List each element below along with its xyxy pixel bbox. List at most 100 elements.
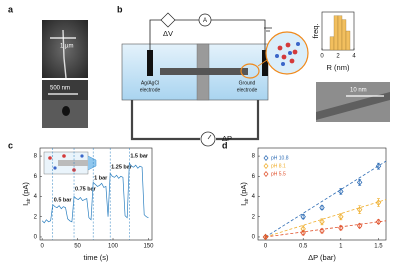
x-tick-label: 1.5 — [374, 244, 383, 250]
nanotube — [160, 68, 248, 75]
legend-label: pH 10.8 — [271, 155, 289, 161]
x-tick-label: 50 — [74, 244, 81, 250]
data-point — [338, 188, 344, 195]
y-axis-label-part: I — [21, 204, 30, 206]
current-trace — [41, 162, 149, 224]
legend-label: pH 5.5 — [271, 171, 286, 177]
y-axis-label-part: (pA) — [21, 182, 30, 197]
pressure-tube — [130, 100, 260, 141]
x-axis-label: ΔP (bar) — [308, 253, 336, 262]
data-point — [300, 213, 306, 220]
ammeter-label: A — [203, 18, 207, 24]
annotation: 1 bar — [94, 175, 108, 181]
legend-marker — [263, 171, 269, 177]
zoom-marker — [240, 63, 260, 79]
plot-frame — [39, 147, 153, 241]
zoom-link — [257, 59, 268, 67]
y-tick-label: 6 — [252, 174, 256, 180]
y-tick-label: 2 — [34, 214, 38, 220]
fit-line — [265, 160, 387, 238]
legend-marker — [263, 163, 269, 169]
data-point — [356, 222, 363, 230]
pore-image — [62, 106, 70, 116]
y-axis-label-part: I — [239, 204, 248, 206]
data-point — [338, 224, 344, 232]
data-point — [262, 233, 269, 241]
ground-symbol — [264, 27, 272, 32]
data-point — [356, 206, 363, 213]
histogram-bar — [345, 30, 351, 51]
x-tick-label: 0 — [264, 244, 268, 250]
y-tick-label: 0 — [34, 235, 38, 241]
x-tick-label: 1 — [339, 244, 343, 250]
histogram-bar — [329, 36, 335, 51]
fit-line — [265, 199, 387, 238]
scale-label: 10 nm — [350, 88, 367, 94]
panel-label: d — [222, 140, 228, 150]
y-tick-label: 0 — [252, 235, 256, 241]
gauge-needle — [207, 134, 212, 140]
zoom-circle — [265, 31, 309, 75]
y-tick-label: 6 — [34, 174, 38, 180]
x-tick-label: 150 — [143, 244, 154, 250]
scale-label: 1 µm — [60, 44, 73, 50]
data-point — [319, 218, 325, 226]
pressure-label: ΔP — [222, 134, 232, 143]
legend-marker — [263, 155, 269, 161]
voltage-source — [160, 12, 176, 28]
x-tick-label: 0 — [40, 244, 44, 250]
electrode-label: electrode — [140, 87, 161, 93]
nanotube-image — [62, 29, 67, 79]
annotation: 0.75 bar — [75, 186, 97, 192]
x-axis-label: R (nm) — [327, 63, 350, 72]
x-tick-label: 0 — [320, 54, 324, 60]
annotation: 0.5 bar — [54, 197, 73, 203]
data-point — [375, 162, 382, 170]
scale-label: 500 nm — [50, 86, 70, 92]
electrode-label: electrode — [237, 87, 258, 93]
data-point — [375, 199, 382, 206]
panel-label: a — [8, 4, 14, 14]
electrode — [262, 50, 268, 76]
data-point — [319, 227, 325, 235]
voltage-label: ΔV — [163, 29, 173, 38]
y-tick-label: 4 — [252, 194, 256, 200]
inset-cartoon — [43, 151, 97, 175]
histogram-bar — [341, 19, 347, 51]
x-axis-label: time (s) — [84, 253, 110, 262]
fit-line — [265, 220, 387, 238]
y-tick-label: 8 — [34, 154, 38, 160]
y-axis-label: freq. — [311, 23, 320, 38]
x-tick-label: 2 — [336, 54, 340, 60]
legend-label: pH 8.1 — [271, 163, 286, 169]
electrode-label: Ground — [239, 80, 256, 86]
data-point — [338, 213, 344, 220]
y-axis-label-part: str — [26, 198, 32, 204]
y-axis-label-part: str — [244, 198, 250, 204]
data-point — [319, 204, 325, 211]
x-tick-label: 0.5 — [299, 244, 308, 250]
y-axis-label-part: (pA) — [239, 182, 248, 197]
plot-frame — [257, 147, 387, 241]
annotation: 1.5 bar — [130, 153, 149, 159]
annotation: 1.25 bar — [111, 164, 133, 170]
electrode — [147, 50, 153, 76]
histogram-bar — [337, 15, 343, 51]
y-axis-label: Istr(pA) — [239, 182, 250, 206]
x-tick-label: 100 — [108, 244, 119, 250]
x-tick-label: 4 — [352, 54, 356, 60]
y-tick-label: 4 — [34, 194, 38, 200]
electrode-label: Ag/AgCl — [141, 80, 159, 86]
data-point — [300, 229, 306, 237]
data-point — [375, 218, 382, 226]
histogram-bar — [333, 15, 339, 51]
panel-label: c — [8, 140, 13, 150]
y-tick-label: 8 — [252, 154, 256, 160]
tem-tube — [316, 92, 390, 120]
y-tick-label: 2 — [252, 214, 256, 220]
y-axis-label: Istr(pA) — [21, 182, 32, 206]
panel-label: b — [117, 4, 123, 14]
ammeter — [198, 13, 212, 27]
data-point — [356, 179, 363, 186]
